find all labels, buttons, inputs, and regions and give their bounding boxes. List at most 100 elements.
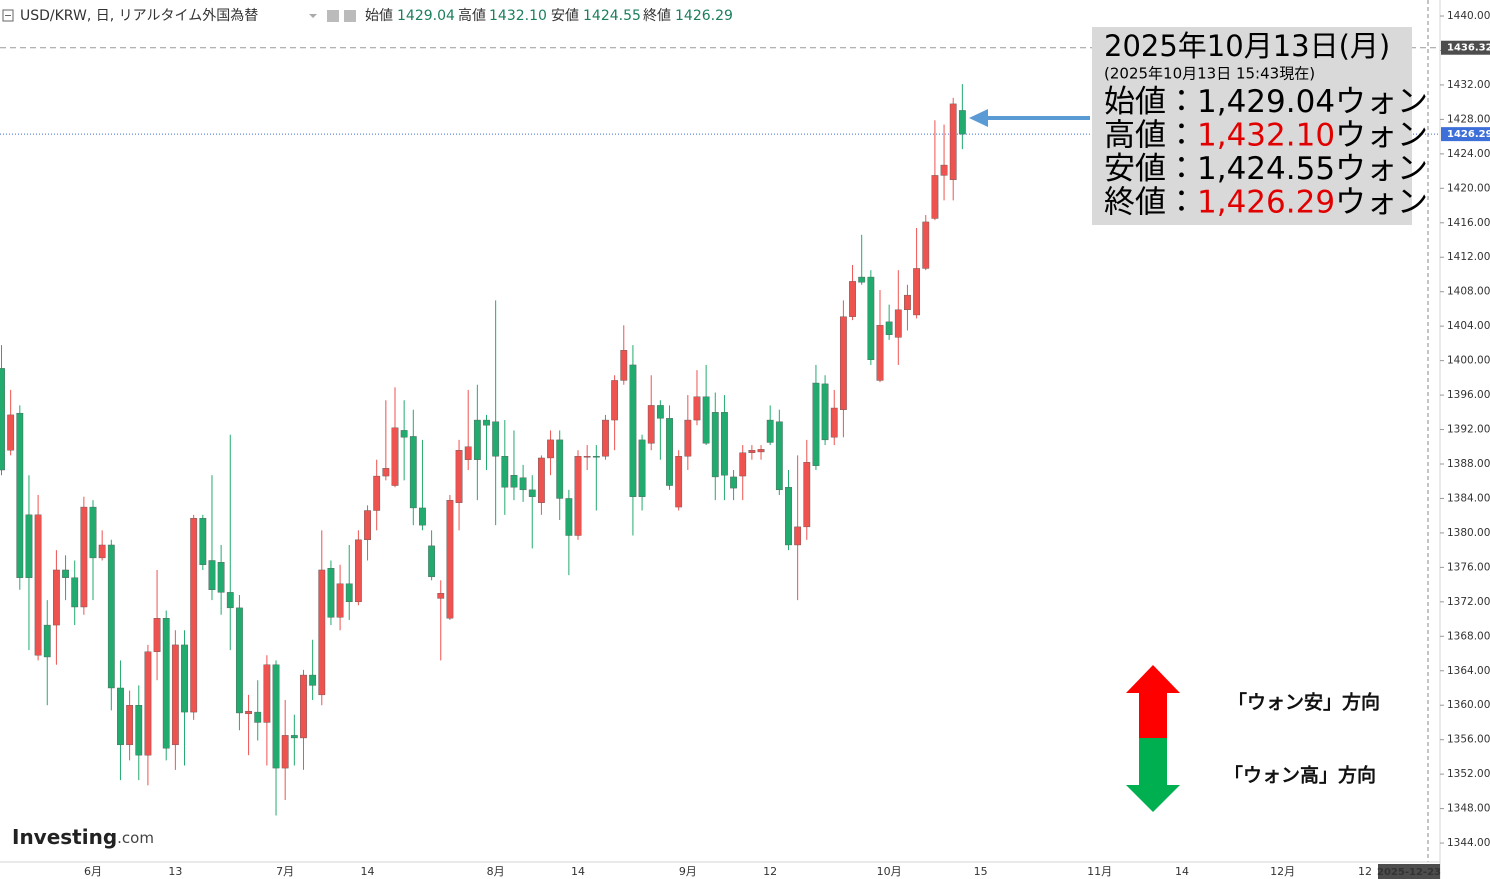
annotation-label: 始値： (1104, 84, 1197, 120)
x-tick-label: 2025-12-23 (1377, 867, 1441, 878)
candle-body (309, 674, 317, 686)
y-tick-label: 1368.00 (1447, 630, 1490, 642)
candle-body (849, 281, 856, 317)
candle-body (43, 624, 51, 658)
candle-body (757, 449, 765, 453)
annotation-value: 1,424.55 (1197, 151, 1335, 187)
arrow-down (1126, 738, 1180, 812)
x-tick-label: 6月 (84, 865, 102, 878)
x-tick-label: 7月 (276, 865, 294, 878)
y-tick-label: 1416.00 (1447, 217, 1490, 229)
y-tick-label: 1396.00 (1447, 389, 1490, 401)
annotation-label: 終値： (1104, 184, 1197, 220)
candle-body (602, 419, 609, 457)
price-label: 1436.32 (1447, 43, 1490, 54)
candle-body (858, 276, 866, 283)
annotation: 2025年10月13日(月) (2025年10月13日 15:43現在) 始値：… (1092, 27, 1428, 225)
candle-body (940, 164, 948, 176)
candle-body (7, 414, 15, 451)
pointer-head (969, 109, 988, 127)
candle-body (117, 687, 124, 746)
candle-body (675, 456, 683, 508)
annotation-row: 安値：1,424.55ウォン (1104, 151, 1428, 187)
candle-body (71, 577, 79, 608)
candle-body (226, 592, 234, 609)
settings-icon[interactable] (344, 10, 356, 22)
x-tick-label: 14 (571, 865, 585, 878)
candle-body (428, 545, 435, 578)
annotation-box (1092, 27, 1412, 225)
y-tick-label: 1352.00 (1447, 768, 1490, 780)
candle-body (318, 569, 326, 696)
x-tick-label: 11月 (1087, 865, 1112, 878)
candle-body (107, 544, 115, 689)
x-tick-label: 13 (168, 865, 182, 878)
x-tick-label: 10月 (877, 865, 902, 878)
candle-body (721, 412, 728, 476)
symbol-title: USD/KRW, 日, リアルタイム外国為替 (20, 8, 258, 24)
y-tick-label: 1420.00 (1447, 182, 1490, 194)
annotation-unit: ウォン (1335, 151, 1428, 187)
candle-body (638, 439, 646, 497)
annotation-value: 1,432.10 (1197, 117, 1335, 153)
candle-body (684, 419, 692, 457)
candle-body (437, 593, 445, 599)
annotation-row: 高値：1,432.10ウォン (1104, 117, 1428, 153)
annotation-label: 高値： (1104, 117, 1197, 153)
candle-body (528, 489, 536, 497)
header-ohlc-label: 終値 (643, 8, 671, 24)
candle-body (254, 711, 262, 723)
y-tick-label: 1344.00 (1447, 837, 1490, 849)
x-tick-label: 12 (763, 865, 777, 878)
candle-body (25, 514, 33, 578)
candle-body (162, 618, 170, 749)
candle-body (62, 569, 69, 578)
x-cursor-box (1378, 864, 1440, 879)
y-tick-label: 1400.00 (1447, 355, 1490, 367)
direction-down-label: 「ウォン高」方向 (1224, 764, 1376, 787)
header-ohlc-value: 1426.29 (675, 8, 733, 24)
price-label-box (1441, 40, 1490, 55)
candle-body (830, 407, 838, 438)
candle-body (181, 644, 188, 713)
y-tick-label: 1404.00 (1447, 320, 1490, 332)
candle-body (876, 325, 884, 381)
y-tick-label: 1364.00 (1447, 665, 1490, 677)
y-tick-label: 1356.00 (1447, 734, 1490, 746)
annotation-label: 安値： (1104, 151, 1197, 187)
candle-body (666, 418, 673, 486)
header-ohlc-value: 1432.10 (489, 8, 547, 24)
candle-body (80, 506, 88, 608)
candle-body (409, 436, 417, 509)
annotation-row: 終値：1,426.29ウォン (1104, 184, 1428, 220)
arrow-up (1126, 665, 1180, 738)
candle-body (611, 380, 619, 421)
dropdown-icon[interactable] (309, 14, 317, 18)
candle-body (574, 456, 582, 536)
candle-body (958, 110, 966, 135)
candle-body (272, 664, 280, 769)
candle-body (419, 507, 426, 526)
candle-body (34, 514, 42, 656)
candle-body (0, 368, 5, 471)
y-tick-label: 1428.00 (1447, 113, 1490, 125)
candle-body (135, 705, 143, 756)
candle-body (153, 618, 161, 652)
candle-body (510, 474, 518, 488)
x-tick-label: 14 (361, 865, 375, 878)
candle-body (400, 430, 408, 438)
y-tick-label: 1384.00 (1447, 492, 1490, 504)
candle-body (839, 316, 847, 410)
candle-body (190, 518, 198, 713)
y-tick-label: 1432.00 (1447, 79, 1490, 91)
logo: Investing.com (12, 825, 154, 849)
candle-body (821, 383, 829, 441)
candle-body (894, 309, 902, 338)
collapse-icon[interactable] (2, 9, 14, 22)
eye-icon[interactable] (327, 10, 339, 22)
x-tick-label: 9月 (679, 865, 697, 878)
plot (0, 47, 1440, 816)
header-ohlc-label: 安値 (551, 8, 579, 24)
